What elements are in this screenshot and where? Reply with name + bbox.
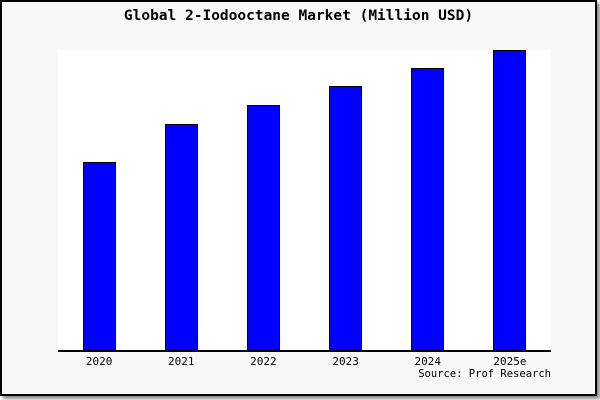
x-tick-label-2023: 2023 [332,355,359,368]
bar-2025e [493,50,527,350]
source-note: Source: Prof Research [418,368,551,380]
x-tick-label-2022: 2022 [250,355,277,368]
x-tick-label-2020: 2020 [85,355,113,368]
x-tick-label-2025e: 2025e [493,355,527,368]
bar-slot-2023 [305,50,387,350]
bar-2020 [82,161,116,350]
bar-slot-2022 [222,50,304,350]
bars-row [58,50,551,350]
bar-slot-2021 [140,50,222,350]
x-tick-label-2021: 2021 [168,355,195,368]
bar-slot-2024 [387,50,469,350]
bar-2023 [329,86,363,350]
x-axis-tick-labels: 2020 2021 2022 2023 2024 2025e [58,355,551,368]
chart-title: Global 2-Iodooctane Market (Million USD) [123,8,474,24]
bar-2024 [411,68,445,350]
bar-slot-2020 [58,50,140,350]
plot-area [58,50,551,352]
bar-slot-2025e [469,50,551,350]
bar-2022 [246,105,280,350]
x-tick-label-2024: 2024 [414,355,442,368]
bar-2021 [164,124,198,350]
